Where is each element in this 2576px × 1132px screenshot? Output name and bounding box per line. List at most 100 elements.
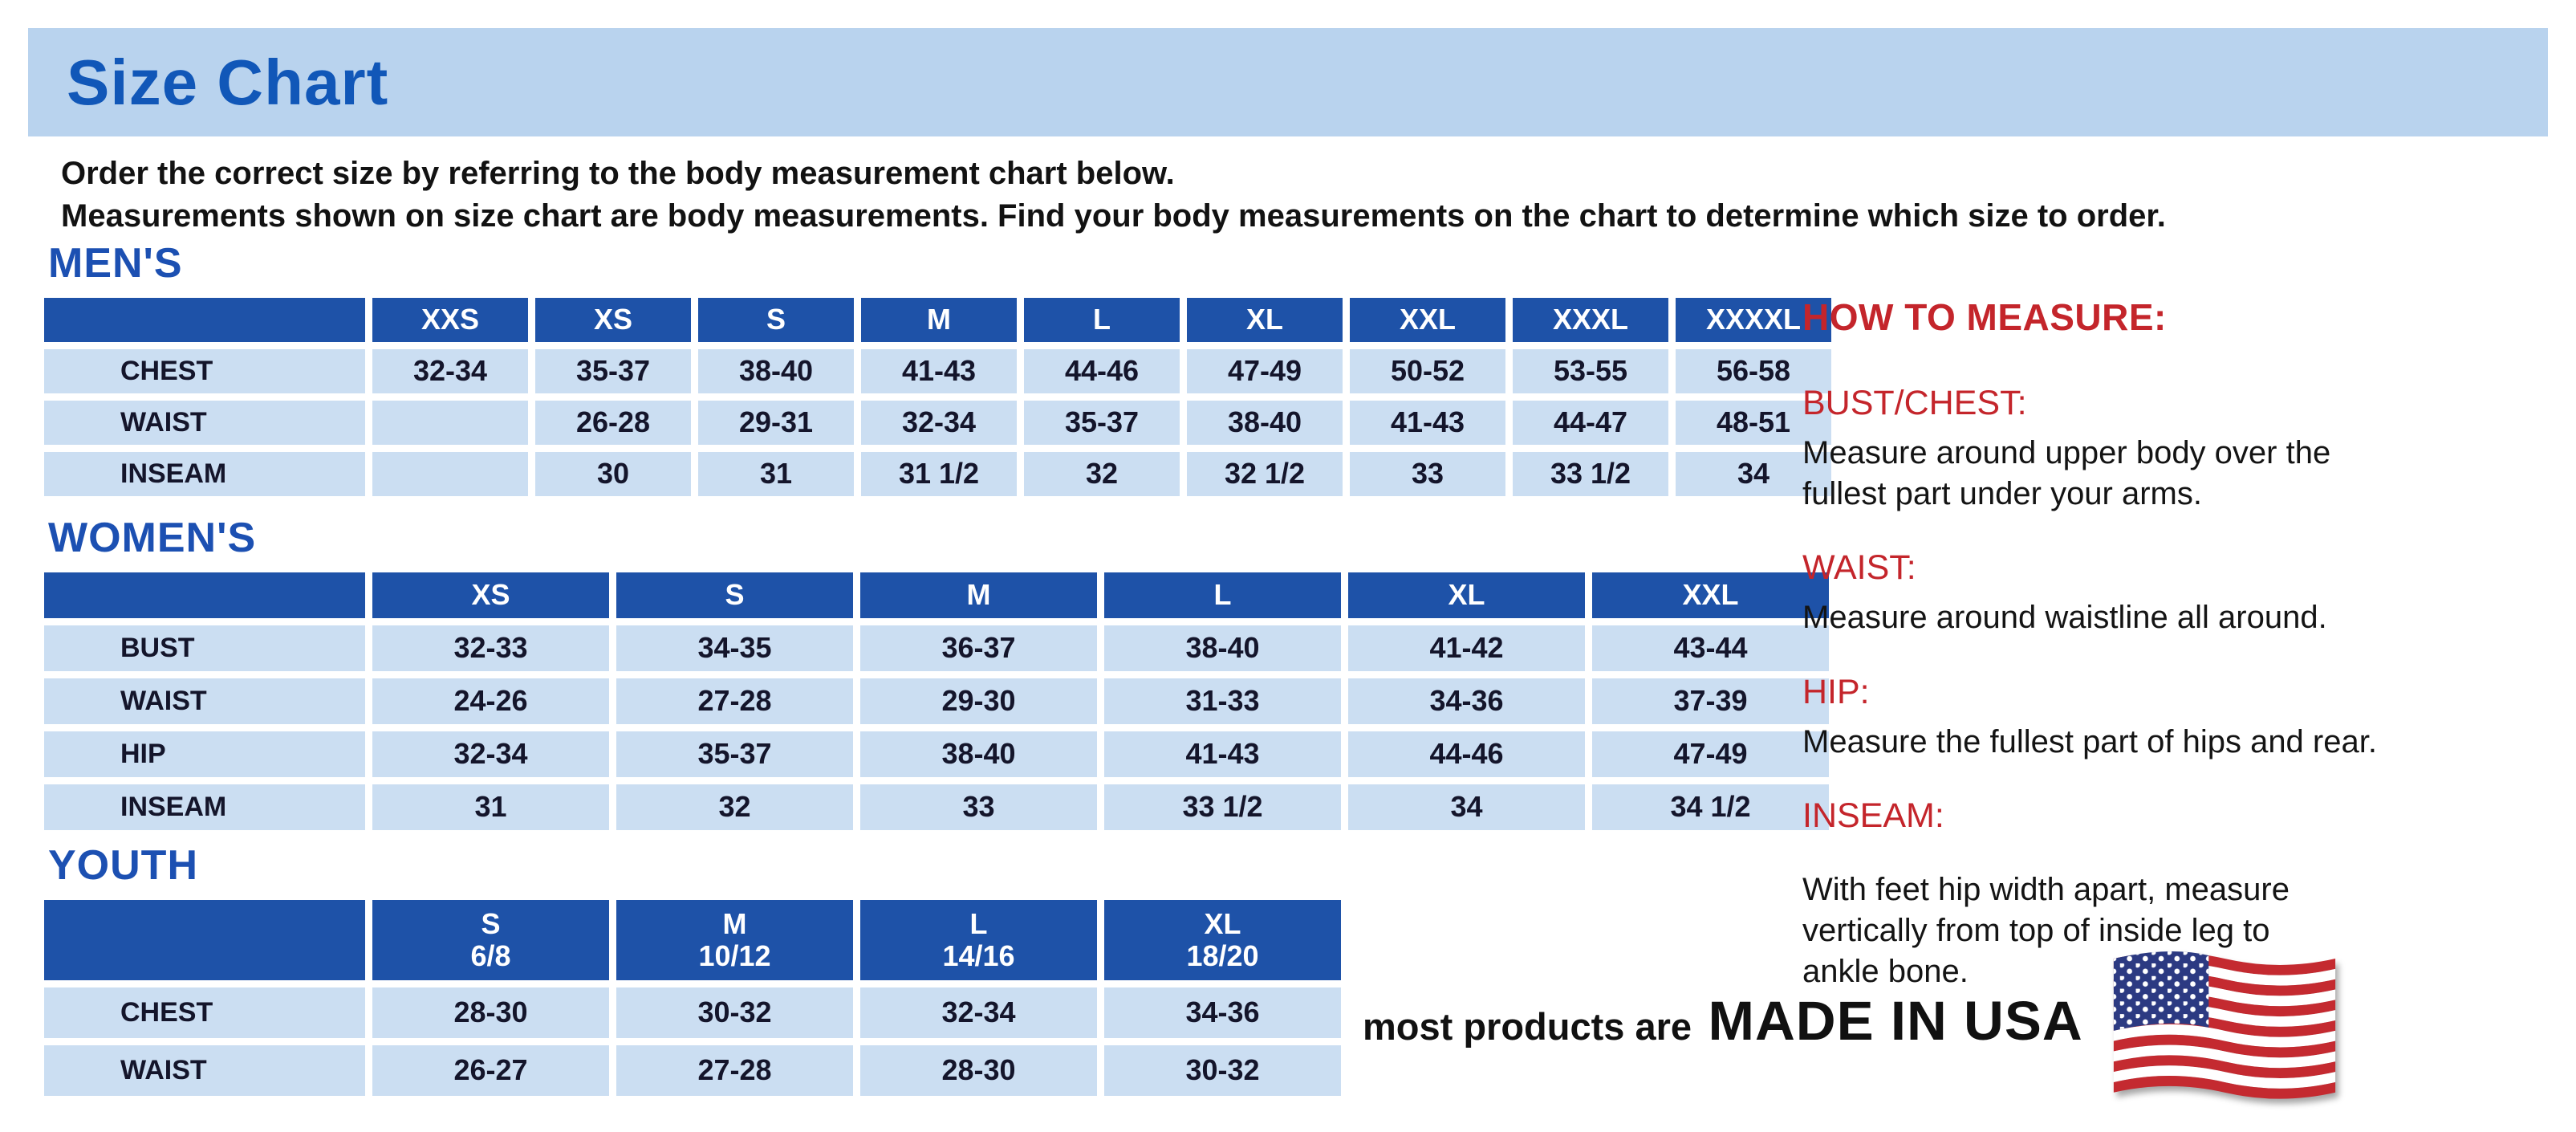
value-cell: 34 1/2	[1592, 784, 1829, 830]
value-cell: 44-46	[1024, 349, 1180, 393]
size-header-cell: M	[861, 298, 1017, 342]
flag-canton	[2113, 951, 2208, 1031]
made-in-usa-line: most products are MADE IN USA	[1363, 989, 2083, 1053]
measure-label: WAIST:	[1802, 548, 1916, 588]
value-cell: 41-43	[1350, 401, 1505, 445]
intro-line-1: Order the correct size by referring to t…	[61, 156, 1175, 191]
us-flag-icon	[2113, 951, 2335, 1099]
page-title: Size Chart	[67, 46, 389, 118]
how-to-measure-panel: HOW TO MEASURE: BUST/CHEST: Measure arou…	[1802, 295, 2557, 992]
table-row: INSEAM 30 31 31 1/2 32 32 1/2 33 33 1/2 34	[44, 452, 1831, 496]
measure-text: Measure around upper body over the fulle…	[1802, 435, 2331, 512]
value-cell: 32-34	[861, 401, 1017, 445]
value-cell: 35-37	[535, 349, 691, 393]
value-cell: 27-28	[616, 1045, 853, 1096]
value-cell: 33	[1350, 452, 1505, 496]
value-cell: 29-31	[698, 401, 854, 445]
size-header-cell: XS	[372, 572, 609, 618]
size-header-cell: XXXXL	[1676, 298, 1831, 342]
size-header-cell: XL	[1187, 298, 1343, 342]
value-cell: 34	[1676, 452, 1831, 496]
value-cell: 38-40	[698, 349, 854, 393]
value-cell: 38-40	[860, 731, 1097, 777]
measure-text: Measure around waistline all around.	[1802, 600, 2327, 636]
youth-section: YOUTH S 6/8 M 10/12 L 14/16 XL 18/20 CHEST 28…	[37, 841, 1348, 1103]
measure-label: HIP:	[1802, 672, 1870, 711]
size-header-cell: L	[1024, 298, 1180, 342]
row-label-cell: INSEAM	[44, 784, 365, 830]
size-header-cell: XXL	[1350, 298, 1505, 342]
row-label-cell: WAIST	[44, 678, 365, 724]
value-cell: 26-27	[372, 1045, 609, 1096]
value-cell: 32-34	[860, 987, 1097, 1038]
youth-heading: YOUTH	[48, 842, 198, 889]
measure-text: With feet hip width apart, measure verti…	[1802, 871, 2290, 990]
value-cell: 37-39	[1592, 678, 1829, 724]
row-label-cell: WAIST	[44, 401, 365, 445]
header-row: XS S M L XL XXL	[44, 572, 1829, 618]
value-cell: 24-26	[372, 678, 609, 724]
row-label-cell: INSEAM	[44, 452, 365, 496]
how-to-measure-title: HOW TO MEASURE:	[1802, 296, 2167, 338]
corner-header-cell	[44, 298, 365, 342]
value-cell: 41-42	[1348, 625, 1585, 671]
size-header-cell: XXL	[1592, 572, 1829, 618]
measure-label: INSEAM:	[1802, 796, 1944, 835]
intro-line-2: Measurements shown on size chart are bod…	[61, 198, 2166, 234]
table-row: CHEST 28-30 30-32 32-34 34-36	[44, 987, 1341, 1038]
value-cell: 33 1/2	[1104, 784, 1341, 830]
value-cell: 33 1/2	[1513, 452, 1668, 496]
intro-text: Order the correct size by referring to t…	[61, 153, 2166, 238]
size-header-cell: XXS	[372, 298, 528, 342]
value-cell	[372, 452, 528, 496]
value-cell: 34	[1348, 784, 1585, 830]
title-banner: Size Chart	[28, 28, 2548, 136]
table-row: WAIST 26-28 29-31 32-34 35-37 38-40 41-43 44-47…	[44, 401, 1831, 445]
made-in-usa: most products are MADE IN USA	[1363, 938, 2342, 1103]
corner-header-cell	[44, 900, 365, 980]
row-label-cell: WAIST	[44, 1045, 365, 1096]
size-header-cell: M	[860, 572, 1097, 618]
measure-item-hip: HIP: Measure the fullest part of hips an…	[1802, 673, 2557, 763]
value-cell: 32 1/2	[1187, 452, 1343, 496]
value-cell: 32-34	[372, 349, 528, 393]
value-cell	[372, 401, 528, 445]
value-cell: 32-34	[372, 731, 609, 777]
size-header-cell: S	[698, 298, 854, 342]
youth-size-table: S 6/8 M 10/12 L 14/16 XL 18/20 CHEST 28-30 30-…	[37, 893, 1348, 1103]
table-row: HIP 32-34 35-37 38-40 41-43 44-46 47-49	[44, 731, 1829, 777]
table-row: WAIST 26-27 27-28 28-30 30-32	[44, 1045, 1341, 1096]
size-header-cell: M 10/12	[616, 900, 853, 980]
womens-section: WOMEN'S XS S M L XL XXL BUST 32-33 34-35 36-37 38-…	[37, 514, 1836, 837]
value-cell: 34-35	[616, 625, 853, 671]
size-header-cell: S	[616, 572, 853, 618]
table-row: INSEAM 31 32 33 33 1/2 34 34 1/2	[44, 784, 1829, 830]
mens-section: MEN'S XXS XS S M L XL XXL XXXL XXXXL CHEST 32-34 35…	[37, 239, 1839, 503]
value-cell: 35-37	[1024, 401, 1180, 445]
size-header-cell: L	[1104, 572, 1341, 618]
header-row: S 6/8 M 10/12 L 14/16 XL 18/20	[44, 900, 1341, 980]
value-cell: 47-49	[1187, 349, 1343, 393]
value-cell: 28-30	[372, 987, 609, 1038]
row-label-cell: CHEST	[44, 349, 365, 393]
value-cell: 26-28	[535, 401, 691, 445]
value-cell: 41-43	[861, 349, 1017, 393]
value-cell: 31 1/2	[861, 452, 1017, 496]
value-cell: 44-47	[1513, 401, 1668, 445]
value-cell: 27-28	[616, 678, 853, 724]
value-cell: 53-55	[1513, 349, 1668, 393]
table-row: BUST 32-33 34-35 36-37 38-40 41-42 43-44	[44, 625, 1829, 671]
value-cell: 47-49	[1592, 731, 1829, 777]
value-cell: 43-44	[1592, 625, 1829, 671]
value-cell: 38-40	[1187, 401, 1343, 445]
header-row: XXS XS S M L XL XXL XXXL XXXXL	[44, 298, 1831, 342]
measure-item-inseam: INSEAM: With feet hip width apart, measu…	[1802, 796, 2557, 993]
made-prefix-text: most products are	[1363, 1004, 1692, 1048]
value-cell: 36-37	[860, 625, 1097, 671]
size-header-cell: XL 18/20	[1104, 900, 1341, 980]
value-cell: 31-33	[1104, 678, 1341, 724]
size-header-cell: XS	[535, 298, 691, 342]
mens-heading: MEN'S	[48, 240, 183, 287]
measure-text: Measure the fullest part of hips and rea…	[1802, 723, 2377, 759]
row-label-cell: BUST	[44, 625, 365, 671]
